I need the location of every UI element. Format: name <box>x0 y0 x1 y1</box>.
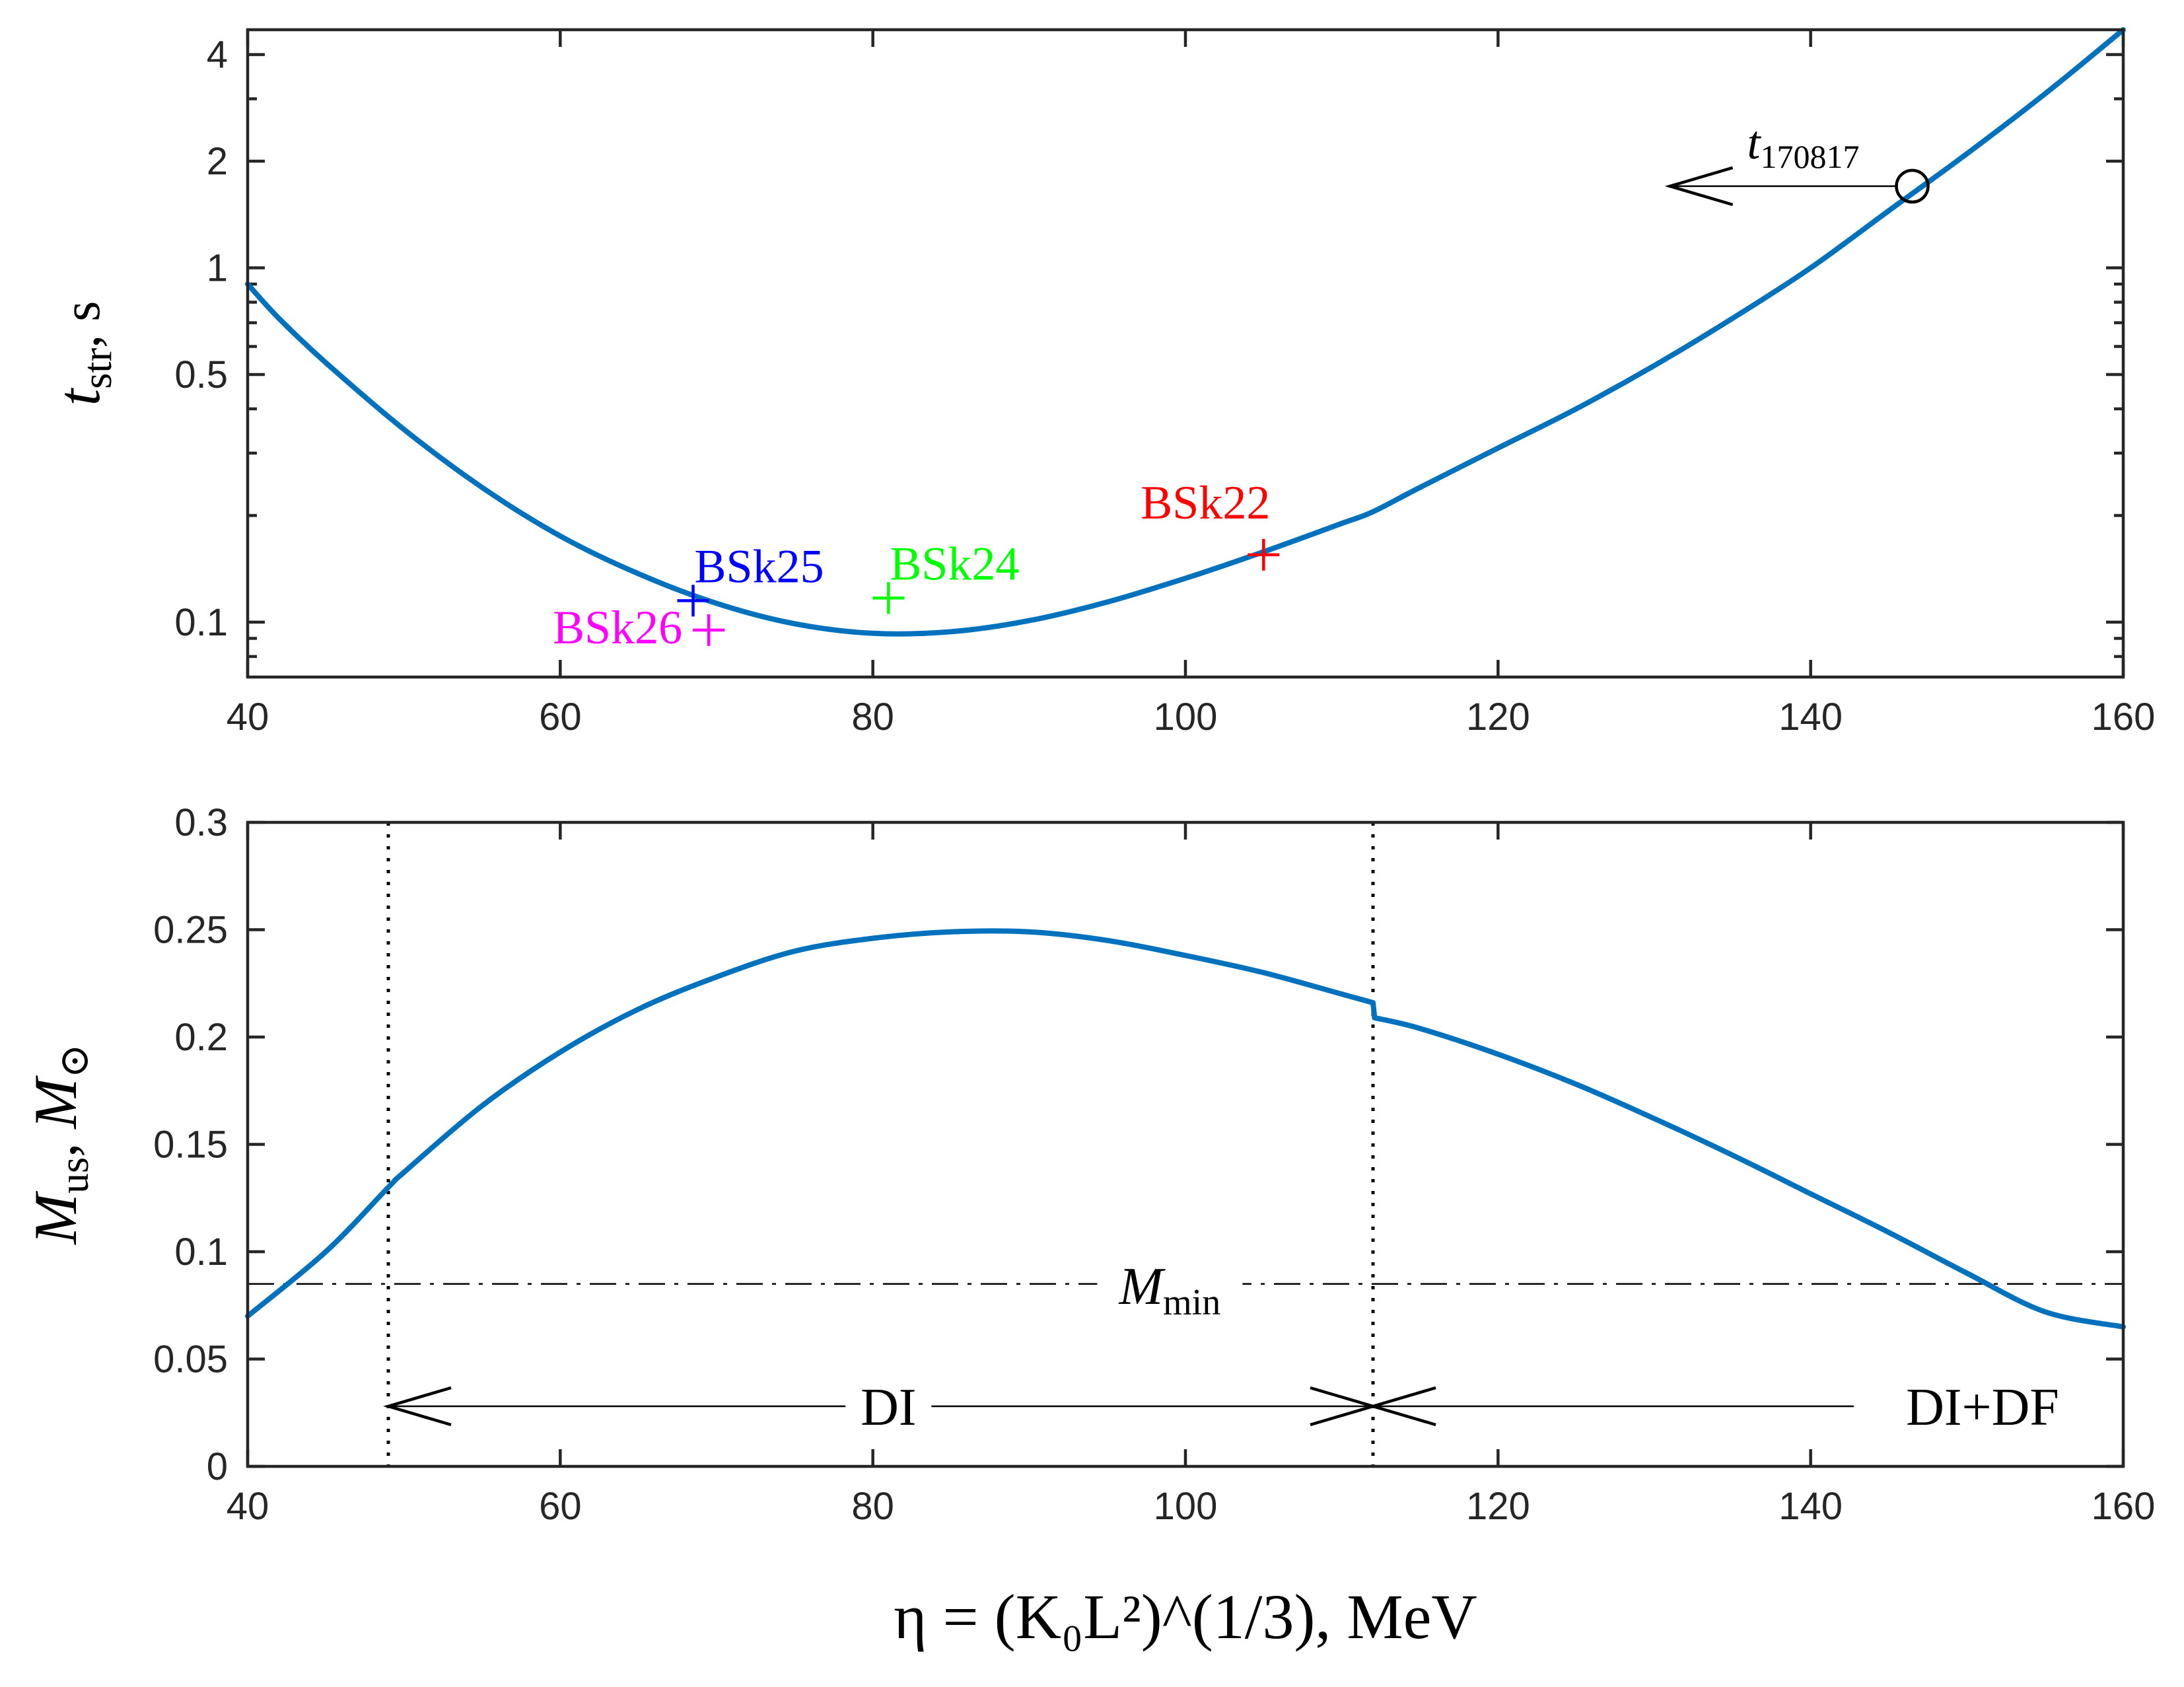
top-y-label-sub: str <box>75 347 120 388</box>
bottom-y-tick-label: 0.05 <box>153 1338 228 1381</box>
marker-label-bsk22: BSk22 <box>1141 476 1270 529</box>
top-y-tick-label: 1 <box>207 247 228 290</box>
bottom-y-label-unit-sub: ⊙ <box>52 1044 97 1078</box>
marker-label-bsk25: BSk25 <box>695 540 824 592</box>
t170817-label: t170817 <box>1747 116 1860 175</box>
top-y-label-unit: , s <box>53 301 111 348</box>
region-label-di: DI <box>861 1379 916 1437</box>
bottom-y-tick-label: 0.2 <box>174 1016 228 1059</box>
t170817-circle <box>1895 168 1930 204</box>
bottom-y-tick-label: 0.25 <box>153 909 228 952</box>
m-min-label-bg <box>1097 1257 1243 1324</box>
marker-bsk24: BSk24 <box>872 537 1019 614</box>
bottom-m-us-curve <box>245 928 2126 1330</box>
marker-label-bsk24: BSk24 <box>890 537 1019 590</box>
bottom-panel: 40 60 80 100 120 140 160 0 0.05 0.1 0.15 0.2 0.25 0.3… <box>22 801 2155 1652</box>
bottom-x-tick-label: 100 <box>1154 1485 1218 1528</box>
top-x-tick-label: 140 <box>1779 696 1843 738</box>
x-axis-label: η = (K₀L²)^(1/3), MeV <box>894 1581 1477 1652</box>
region-arrows <box>383 1386 1854 1427</box>
top-tick-labels: 40 60 80 100 120 140 160 0.1 0.5 1 2 4 <box>174 34 2155 738</box>
marker-bsk25: BSk25 <box>677 540 824 617</box>
bottom-y-label-sep: , <box>25 1129 88 1157</box>
di-arrow-head-left <box>383 1386 452 1427</box>
marker-bsk26: BSk26 <box>553 601 725 654</box>
m-min-label-main: M <box>1118 1258 1166 1316</box>
top-x-tick-label: 160 <box>2092 696 2156 738</box>
top-y-tick-label: 0.5 <box>174 353 228 396</box>
bottom-axes-frame <box>246 820 2125 1468</box>
top-x-tick-label: 100 <box>1154 696 1218 738</box>
bottom-x-tick-label: 80 <box>851 1485 894 1528</box>
top-t-str-curve <box>245 27 2126 637</box>
bottom-y-label-main: M <box>22 1191 89 1246</box>
marker-label-bsk26: BSk26 <box>553 601 682 654</box>
bottom-tick-labels: 40 60 80 100 120 140 160 0 0.05 0.1 0.15 0.2 0.25 0.3 <box>153 801 2155 1528</box>
top-x-tick-label: 40 <box>227 696 269 738</box>
bottom-plot-area <box>248 822 2123 1466</box>
bottom-x-tick-label: 120 <box>1466 1485 1530 1528</box>
bottom-x-tick-label: 60 <box>539 1485 582 1528</box>
di-df-arrow-head-left <box>1368 1386 1436 1427</box>
m-min-label-sub: min <box>1163 1282 1220 1323</box>
t170817-label-sub: 170817 <box>1761 138 1860 175</box>
regime-boundary-lines <box>386 822 1375 1466</box>
top-y-label-main: t <box>45 387 112 406</box>
top-y-tick-label: 0.1 <box>174 601 228 644</box>
t170817-arrow-head <box>1664 166 1734 207</box>
bottom-y-tick-label: 0.3 <box>174 801 228 844</box>
top-markers: BSk25 BSk24 BSk22 BSk26 <box>553 476 1280 654</box>
top-x-tick-label: 120 <box>1466 696 1530 738</box>
bottom-y-label-sub: us <box>52 1157 97 1194</box>
top-y-tick-label: 4 <box>207 34 228 77</box>
bottom-y-tick-label: 0.1 <box>174 1231 228 1274</box>
bottom-y-label-unit: M <box>22 1075 89 1130</box>
top-axes-frame <box>246 28 2125 679</box>
bottom-y-tick-label: 0.15 <box>153 1124 228 1167</box>
bottom-x-tick-label: 140 <box>1779 1485 1843 1528</box>
top-x-tick-label: 80 <box>851 696 894 738</box>
region-labels: DI DI+DF <box>861 1379 2059 1437</box>
top-y-tick-label: 2 <box>207 140 228 183</box>
marker-bsk22: BSk22 <box>1141 476 1280 571</box>
top-y-axis-label: tstr, s <box>45 301 120 406</box>
t170817-label-main: t <box>1747 116 1762 169</box>
region-label-di-df: DI+DF <box>1906 1379 2059 1437</box>
bottom-y-axis-label: Mus, M⊙ <box>22 1044 97 1245</box>
m-min-label: Mmin <box>1118 1258 1220 1323</box>
bottom-y-tick-label: 0 <box>207 1445 228 1488</box>
t170817-annotation: t170817 <box>1664 116 1930 207</box>
bottom-x-tick-label: 160 <box>2092 1485 2156 1528</box>
top-plot-area <box>248 30 2123 677</box>
top-x-tick-label: 60 <box>539 696 582 738</box>
bottom-x-tick-label: 40 <box>227 1485 269 1528</box>
